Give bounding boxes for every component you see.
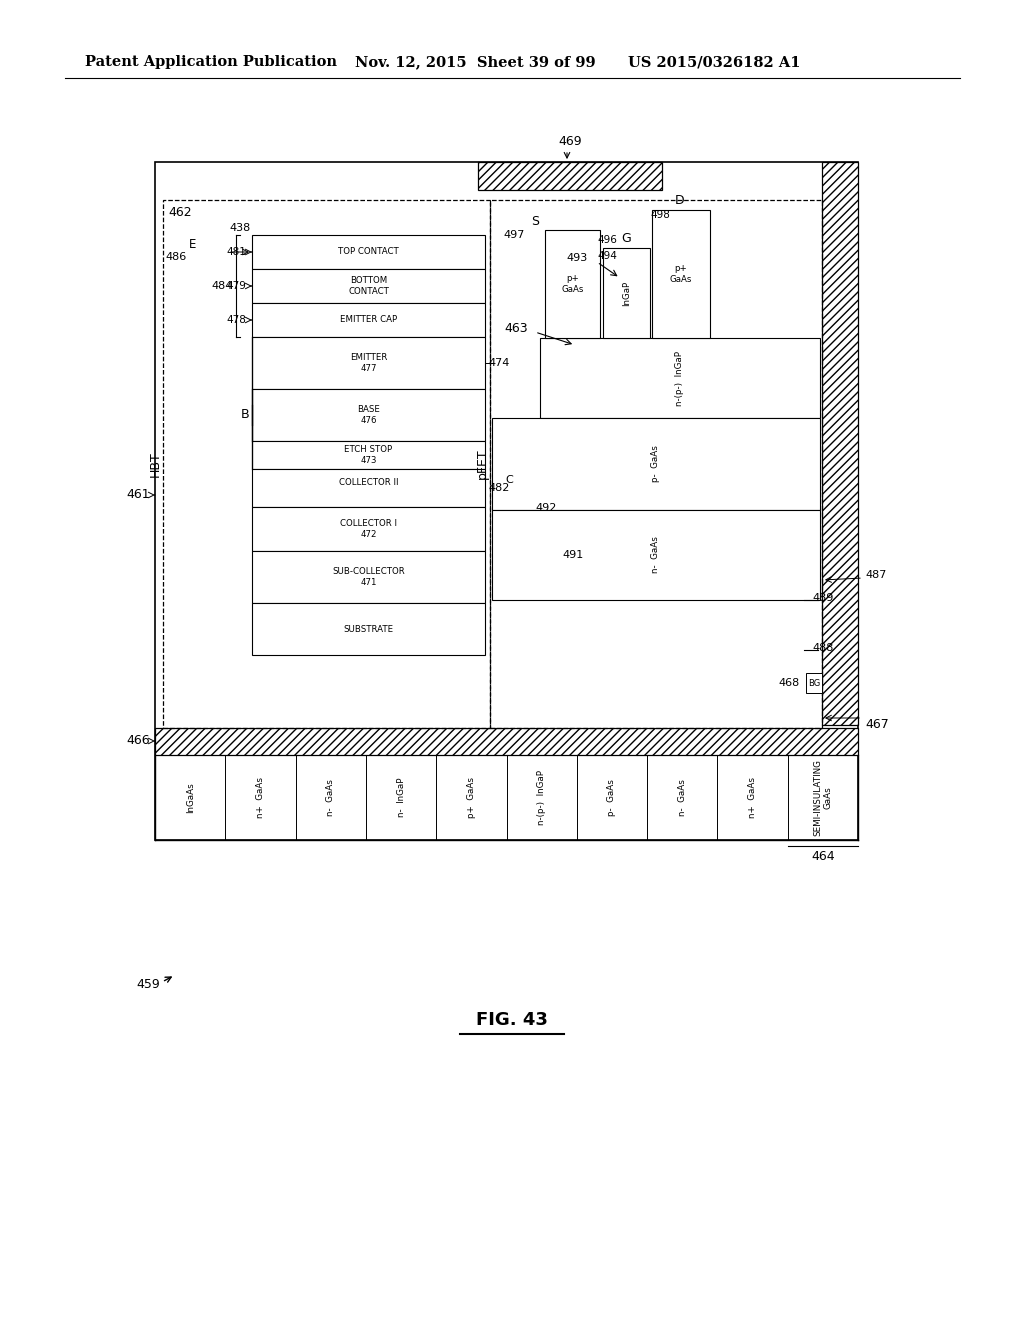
Text: 463: 463: [505, 322, 528, 334]
Text: SUBSTRATE: SUBSTRATE: [343, 624, 393, 634]
Bar: [492, 510, 820, 601]
Text: n-  InGaP: n- InGaP: [396, 777, 406, 817]
Text: COLLECTOR II: COLLECTOR II: [339, 478, 398, 498]
Text: p+
GaAs: p+ GaAs: [670, 264, 692, 284]
Text: 494: 494: [597, 251, 617, 261]
Text: 479: 479: [226, 281, 246, 290]
Text: B: B: [241, 408, 249, 421]
Text: 484: 484: [212, 281, 233, 290]
Text: BG: BG: [808, 678, 820, 688]
Text: ETCH STOP
473: ETCH STOP 473: [344, 445, 392, 465]
Bar: [252, 507, 485, 550]
Text: HBT: HBT: [148, 451, 162, 477]
Text: p+  GaAs: p+ GaAs: [467, 777, 476, 818]
Text: n+  GaAs: n+ GaAs: [256, 777, 265, 818]
Text: TOP CONTACT: TOP CONTACT: [338, 248, 399, 256]
Bar: [252, 441, 485, 469]
Bar: [492, 418, 820, 510]
Text: 486: 486: [166, 252, 187, 261]
Text: 474: 474: [488, 358, 509, 368]
Text: 498: 498: [650, 210, 670, 220]
Text: FIG. 43: FIG. 43: [476, 1011, 548, 1030]
Bar: [603, 248, 650, 338]
Text: 478: 478: [226, 315, 246, 325]
Text: 492: 492: [536, 503, 557, 513]
Text: 482: 482: [488, 483, 509, 492]
Bar: [478, 162, 662, 190]
Text: E: E: [189, 239, 197, 252]
Text: 491: 491: [562, 550, 584, 560]
Bar: [155, 729, 858, 755]
Text: C: C: [505, 475, 513, 484]
Bar: [252, 235, 485, 269]
Text: InGaP: InGaP: [622, 280, 631, 305]
Text: EMITTER CAP: EMITTER CAP: [340, 315, 397, 325]
Text: EMITTER
477: EMITTER 477: [350, 354, 387, 372]
Text: SUB-COLLECTOR
471: SUB-COLLECTOR 471: [332, 568, 404, 586]
Text: SEMI-INSULATING
GaAs: SEMI-INSULATING GaAs: [813, 759, 833, 836]
Bar: [490, 201, 822, 729]
Text: 496: 496: [597, 235, 617, 246]
Bar: [252, 337, 485, 389]
Text: 459: 459: [136, 978, 160, 991]
Text: n-  GaAs: n- GaAs: [651, 536, 660, 573]
Text: p-  GaAs: p- GaAs: [607, 779, 616, 816]
Text: D: D: [675, 194, 685, 207]
Text: 461: 461: [126, 488, 150, 502]
Bar: [652, 210, 710, 338]
Text: n-  GaAs: n- GaAs: [678, 779, 687, 816]
Bar: [163, 201, 490, 729]
Text: BASE
476: BASE 476: [357, 405, 380, 425]
Text: S: S: [531, 215, 539, 228]
Text: 488: 488: [812, 643, 834, 653]
Text: COLLECTOR I
472: COLLECTOR I 472: [340, 519, 397, 539]
Text: 467: 467: [865, 718, 889, 731]
Bar: [822, 162, 858, 725]
Text: n-  GaAs: n- GaAs: [327, 779, 335, 816]
Bar: [252, 550, 485, 603]
Bar: [155, 162, 858, 840]
Text: 487: 487: [865, 570, 887, 579]
Bar: [252, 304, 485, 337]
Text: InGaAs: InGaAs: [185, 783, 195, 813]
Text: n-(p-)  InGaP: n-(p-) InGaP: [538, 770, 546, 825]
Text: pFET: pFET: [475, 449, 488, 479]
Text: 462: 462: [168, 206, 191, 219]
Text: 464: 464: [811, 850, 835, 863]
Bar: [252, 389, 485, 441]
Bar: [252, 469, 485, 507]
Text: n-(p-)  InGaP: n-(p-) InGaP: [676, 351, 684, 405]
Bar: [545, 230, 600, 338]
Text: US 2015/0326182 A1: US 2015/0326182 A1: [628, 55, 801, 69]
Text: Patent Application Publication: Patent Application Publication: [85, 55, 337, 69]
Text: Nov. 12, 2015  Sheet 39 of 99: Nov. 12, 2015 Sheet 39 of 99: [355, 55, 596, 69]
Bar: [252, 269, 485, 304]
Text: G: G: [622, 232, 631, 246]
Text: 489: 489: [812, 593, 834, 603]
Text: 497: 497: [504, 230, 525, 240]
Text: n+  GaAs: n+ GaAs: [749, 777, 757, 818]
Text: 493: 493: [566, 253, 588, 263]
Text: BOTTOM
CONTACT: BOTTOM CONTACT: [348, 276, 389, 296]
Bar: [806, 673, 822, 693]
Text: p-  GaAs: p- GaAs: [651, 446, 660, 482]
Text: 468: 468: [778, 678, 800, 688]
Text: 469: 469: [558, 135, 582, 148]
Bar: [540, 338, 820, 418]
Text: 466: 466: [126, 734, 150, 747]
Bar: [252, 603, 485, 655]
Text: 481: 481: [226, 247, 246, 257]
Text: 438: 438: [229, 223, 251, 234]
Text: p+
GaAs: p+ GaAs: [561, 275, 584, 294]
